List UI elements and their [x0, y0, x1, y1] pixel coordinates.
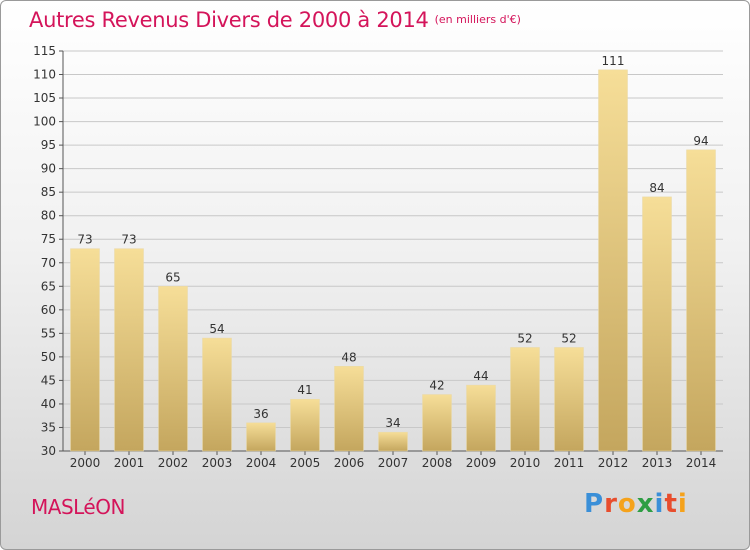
- y-tick-label: 85: [41, 185, 56, 199]
- label-layer: 73 73 65 54 36 41 48 34 42 44 52 52 111 84 94: [77, 54, 708, 430]
- y-tick-label: 30: [41, 444, 56, 458]
- bar: [686, 149, 716, 452]
- y-tick-label: 110: [33, 68, 56, 82]
- bar: [510, 347, 540, 452]
- y-tick-label: 80: [41, 209, 56, 223]
- bar: [598, 69, 628, 452]
- bar: [466, 384, 496, 452]
- logo-letter: x: [636, 489, 655, 519]
- y-tick-label: 60: [41, 303, 56, 317]
- y-tick-label: 45: [41, 373, 56, 387]
- data-label: 94: [693, 134, 708, 148]
- y-tick-label: 100: [33, 115, 56, 129]
- y-tick-label: 75: [41, 232, 56, 246]
- y-tick-label: 40: [41, 397, 56, 411]
- x-tick-label: 2011: [554, 456, 585, 470]
- chart-title: Autres Revenus Divers de 2000 à 2014 (en …: [29, 8, 521, 32]
- y-tick-label: 90: [41, 162, 56, 176]
- y-tick-label: 35: [41, 420, 56, 434]
- x-tick-label: 2001: [114, 456, 145, 470]
- data-label: 54: [209, 322, 224, 336]
- data-label: 36: [253, 407, 268, 421]
- x-tick-label: 2009: [466, 456, 497, 470]
- x-tick-label: 2010: [510, 456, 541, 470]
- data-label: 52: [517, 331, 532, 345]
- bar: [114, 248, 144, 452]
- data-label: 52: [561, 331, 576, 345]
- data-label: 42: [429, 379, 444, 393]
- data-label: 73: [121, 233, 136, 247]
- y-tick-label: 105: [33, 91, 56, 105]
- x-tick-label: 2014: [686, 456, 717, 470]
- x-tick-label: 2012: [598, 456, 629, 470]
- bar-layer: [70, 69, 716, 452]
- x-tick-label: 2005: [290, 456, 321, 470]
- bar: [158, 286, 188, 452]
- logo-letter: i: [654, 489, 665, 519]
- title-text: Autres Revenus Divers de 2000 à 2014: [29, 8, 429, 32]
- bar: [202, 337, 232, 452]
- bar: [70, 248, 100, 452]
- y-tick-label: 55: [41, 326, 56, 340]
- x-tick-label: 2008: [422, 456, 453, 470]
- data-label: 34: [385, 416, 400, 430]
- logo-letter: i: [677, 489, 688, 519]
- y-tick-label: 50: [41, 350, 56, 364]
- y-tick-label: 70: [41, 256, 56, 270]
- proxiti-logo[interactable]: Proxiti: [584, 489, 688, 519]
- logo-letter: P: [584, 489, 605, 519]
- x-tick-label: 2007: [378, 456, 409, 470]
- data-label: 41: [297, 383, 312, 397]
- title-unit: (en milliers d'€): [434, 13, 521, 26]
- bar: [554, 347, 584, 452]
- x-tick-label: 2004: [246, 456, 277, 470]
- bar: [334, 366, 364, 452]
- data-label: 111: [602, 54, 625, 68]
- x-tick-label: 2013: [642, 456, 673, 470]
- data-label: 65: [165, 270, 180, 284]
- commune-name: MASLéON: [31, 495, 125, 519]
- y-tick-label: 95: [41, 138, 56, 152]
- y-tick-label: 65: [41, 279, 56, 293]
- bar: [422, 394, 452, 452]
- x-tick-label: 2000: [70, 456, 101, 470]
- x-tick-label: 2003: [202, 456, 233, 470]
- x-tick-label: 2006: [334, 456, 365, 470]
- data-label: 84: [649, 181, 664, 195]
- bar: [642, 196, 672, 452]
- logo-letter: o: [617, 489, 637, 519]
- data-label: 44: [473, 369, 488, 383]
- bar: [246, 422, 276, 452]
- y-tick-label: 115: [33, 44, 56, 58]
- bar: [378, 431, 408, 452]
- x-tick-label: 2002: [158, 456, 189, 470]
- bar: [290, 398, 320, 452]
- logo-letter: t: [664, 489, 678, 519]
- logo-letter: r: [604, 489, 618, 519]
- data-label: 48: [341, 350, 356, 364]
- data-label: 73: [77, 233, 92, 247]
